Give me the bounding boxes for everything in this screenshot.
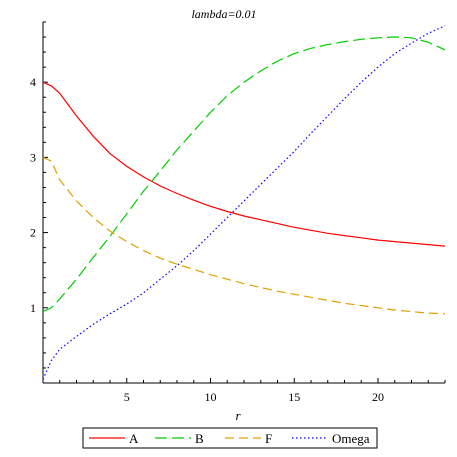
- y-tick-label: 1: [30, 301, 36, 315]
- y-tick-label: 3: [30, 150, 36, 164]
- legend: A B F Omega: [82, 427, 378, 449]
- y-tick-label: 4: [30, 75, 36, 89]
- axes: 5 10 15 20 1 2 3 4: [30, 21, 446, 404]
- chart-title: lambda=0.01: [191, 7, 256, 21]
- series-line-b: [42, 36, 446, 313]
- x-tick-label: 10: [205, 390, 217, 404]
- series-line-a: [42, 81, 446, 247]
- x-tick-label: 15: [288, 390, 300, 404]
- y-tick-label: 2: [30, 226, 36, 240]
- series-group: [42, 25, 446, 380]
- series-line-omega: [42, 25, 446, 380]
- legend-label-omega: Omega: [332, 431, 370, 446]
- series-line-f: [42, 156, 446, 315]
- legend-label-a: A: [129, 431, 139, 446]
- x-axis-label: r: [235, 408, 241, 423]
- x-tick-label: 5: [124, 390, 130, 404]
- legend-label-f: F: [265, 431, 272, 446]
- legend-label-b: B: [195, 431, 204, 446]
- x-tick-label: 20: [372, 390, 384, 404]
